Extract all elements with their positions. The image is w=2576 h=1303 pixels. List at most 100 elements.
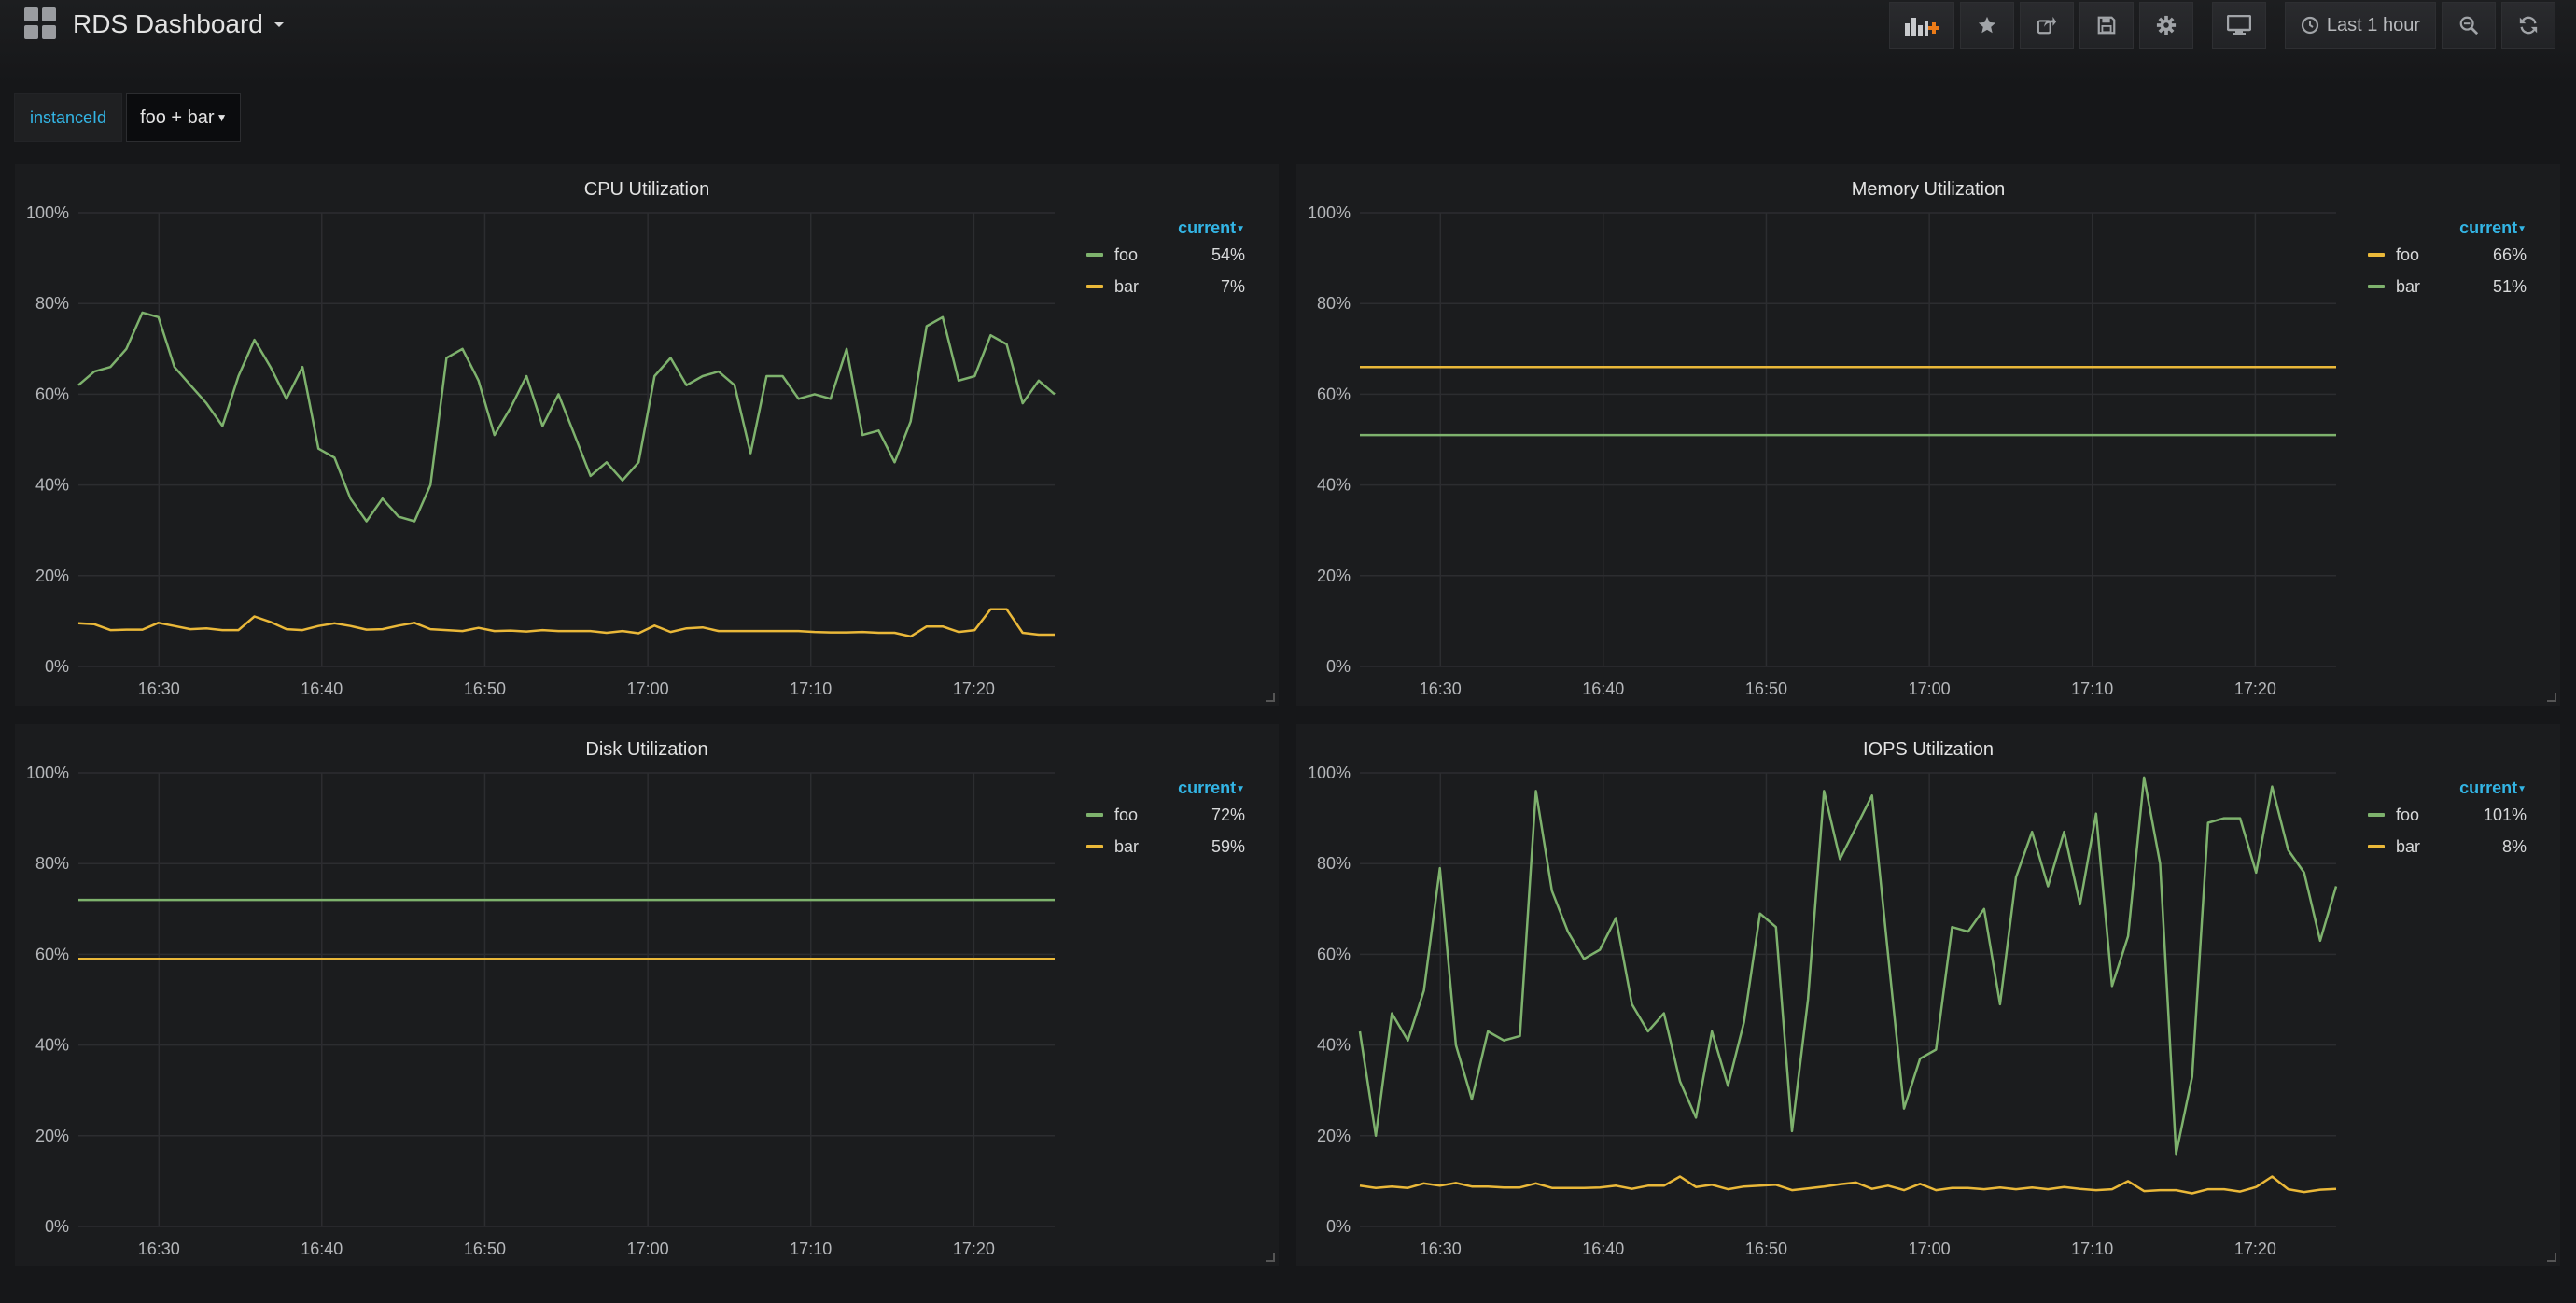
panel-resize-handle[interactable] — [1266, 1253, 1275, 1262]
legend-series-name[interactable]: bar — [1114, 276, 1140, 296]
y-tick-label: 40% — [35, 1036, 69, 1055]
series-line-bar — [1359, 1175, 2337, 1195]
legend-header-label: current — [1178, 218, 1237, 237]
graph-memory-utilization[interactable]: 0% 20% 40% 60% 80% 100% 16:30 16:40 16:50 17:00 17… — [1296, 164, 2560, 706]
refresh-icon — [2519, 16, 2538, 35]
panel-title[interactable]: Memory Utilization — [1851, 179, 2006, 200]
zoom-out-button[interactable] — [2442, 2, 2496, 49]
gear-icon — [2156, 15, 2177, 35]
legend-current-value: 51% — [2492, 276, 2527, 296]
legend-series-name[interactable]: foo — [2396, 805, 2420, 824]
legend-series-name[interactable]: bar — [2396, 836, 2421, 856]
dashboard-picker[interactable]: RDS Dashboard — [24, 7, 286, 41]
x-tick-label: 16:40 — [301, 1240, 343, 1258]
star-icon — [1978, 16, 1996, 34]
y-tick-label: 80% — [35, 854, 69, 873]
y-tick-label: 0% — [1326, 657, 1351, 676]
x-tick-label: 17:10 — [790, 1240, 832, 1258]
legend-series-name[interactable]: foo — [1114, 245, 1139, 264]
refresh-button[interactable] — [2501, 2, 2555, 49]
x-tick-label: 16:30 — [138, 1240, 180, 1258]
legend-series-name[interactable]: foo — [2396, 245, 2420, 264]
y-tick-label: 60% — [35, 945, 69, 963]
y-tick-label: 60% — [35, 385, 69, 403]
legend-sort-header[interactable]: current▼ — [2359, 771, 2527, 799]
legend-sort-header[interactable]: current▼ — [1077, 211, 1245, 239]
legend-color-swatch[interactable] — [1086, 253, 1103, 257]
tv-mode-button[interactable] — [2211, 2, 2266, 49]
legend-current-value: 54% — [1211, 245, 1245, 264]
settings-button[interactable] — [2138, 2, 2193, 49]
grafana-logo-icon[interactable] — [24, 7, 58, 41]
legend-header-label: current — [1178, 778, 1237, 797]
x-tick-label: 17:20 — [953, 680, 995, 698]
legend-item-foo[interactable]: foo 72% — [1077, 799, 1245, 831]
y-tick-label: 80% — [35, 294, 69, 313]
x-tick-label: 16:50 — [464, 680, 506, 698]
panel-resize-handle[interactable] — [1266, 693, 1275, 702]
panel-title[interactable]: Disk Utilization — [585, 739, 708, 760]
legend-item-bar[interactable]: bar 7% — [1077, 271, 1245, 302]
legend-current-value: 101% — [2483, 805, 2527, 824]
graph-cpu-utilization[interactable]: 0% 20% 40% 60% 80% 100% 16:30 16:40 16:50 17:00 17… — [15, 164, 1279, 706]
dashboard-title[interactable]: RDS Dashboard — [73, 9, 263, 38]
legend-item-bar[interactable]: bar 8% — [2359, 831, 2527, 862]
share-button[interactable] — [2019, 2, 2074, 49]
panel-resize-handle[interactable] — [2547, 693, 2556, 702]
legend-color-swatch[interactable] — [2368, 253, 2385, 257]
y-tick-label: 0% — [45, 657, 69, 676]
legend-item-foo[interactable]: foo 66% — [2359, 239, 2527, 271]
panel-resize-handle[interactable] — [2547, 1253, 2556, 1262]
monitor-icon — [2226, 15, 2251, 35]
legend-sort-header[interactable]: current▼ — [2359, 211, 2527, 239]
time-range-picker[interactable]: Last 1 hour — [2284, 2, 2436, 49]
legend-current-value: 66% — [2492, 245, 2527, 264]
legend: current▼ foo 66% bar 51% — [2359, 211, 2527, 302]
y-tick-label: 40% — [35, 476, 69, 495]
legend-color-swatch[interactable] — [1086, 813, 1103, 817]
legend-color-swatch[interactable] — [2368, 813, 2385, 817]
y-tick-label: 100% — [26, 203, 69, 222]
x-tick-label: 16:50 — [1745, 680, 1787, 698]
graph-iops-utilization[interactable]: 0% 20% 40% 60% 80% 100% 16:30 16:40 16:50 17:00 17… — [1296, 724, 2560, 1266]
legend-current-value: 59% — [1211, 836, 1245, 856]
x-tick-label: 16:40 — [1582, 680, 1624, 698]
chevron-down-icon[interactable] — [273, 20, 286, 29]
legend-color-swatch[interactable] — [2368, 285, 2385, 288]
x-tick-label: 16:50 — [464, 1240, 506, 1258]
panel-title[interactable]: IOPS Utilization — [1862, 739, 1995, 760]
series-line-foo — [77, 311, 1056, 523]
add-panel-button[interactable] — [1888, 2, 1954, 49]
series-line-bar — [77, 608, 1055, 638]
legend-color-swatch[interactable] — [2368, 845, 2385, 848]
legend-item-bar[interactable]: bar 51% — [2359, 271, 2527, 302]
x-tick-label: 17:10 — [2071, 1240, 2113, 1258]
legend-series-name[interactable]: bar — [1114, 836, 1140, 856]
legend: current▼ foo 54% bar 7% — [1077, 211, 1245, 302]
legend-item-foo[interactable]: foo 54% — [1077, 239, 1245, 271]
legend-color-swatch[interactable] — [1086, 845, 1103, 848]
legend-sort-header[interactable]: current▼ — [1077, 771, 1245, 799]
graph-disk-utilization[interactable]: 0% 20% 40% 60% 80% 100% 16:30 16:40 16:50 17:00 17… — [15, 724, 1279, 1266]
y-tick-label: 20% — [35, 567, 69, 585]
x-tick-label: 16:50 — [1745, 1240, 1787, 1258]
legend-series-name[interactable]: bar — [2396, 276, 2421, 296]
y-tick-label: 20% — [1317, 567, 1351, 585]
y-tick-label: 20% — [1317, 1127, 1351, 1145]
legend-color-swatch[interactable] — [1086, 285, 1103, 288]
legend-series-name[interactable]: foo — [1114, 805, 1139, 824]
legend-header-label: current — [2459, 218, 2518, 237]
sort-caret-icon: ▼ — [2517, 224, 2527, 234]
variable-dropdown-instanceid[interactable]: foo + bar ▼ — [126, 93, 242, 142]
legend-item-bar[interactable]: bar 59% — [1077, 831, 1245, 862]
legend-current-value: 7% — [1220, 276, 1245, 296]
save-button[interactable] — [2079, 2, 2134, 49]
panel-title[interactable]: CPU Utilization — [583, 179, 710, 200]
x-tick-label: 17:10 — [790, 680, 832, 698]
legend-item-foo[interactable]: foo 101% — [2359, 799, 2527, 831]
star-button[interactable] — [1959, 2, 2014, 49]
y-tick-label: 0% — [45, 1217, 69, 1236]
variable-value: foo + bar — [140, 106, 215, 128]
x-tick-label: 16:40 — [301, 680, 343, 698]
x-tick-label: 17:20 — [2234, 1240, 2276, 1258]
